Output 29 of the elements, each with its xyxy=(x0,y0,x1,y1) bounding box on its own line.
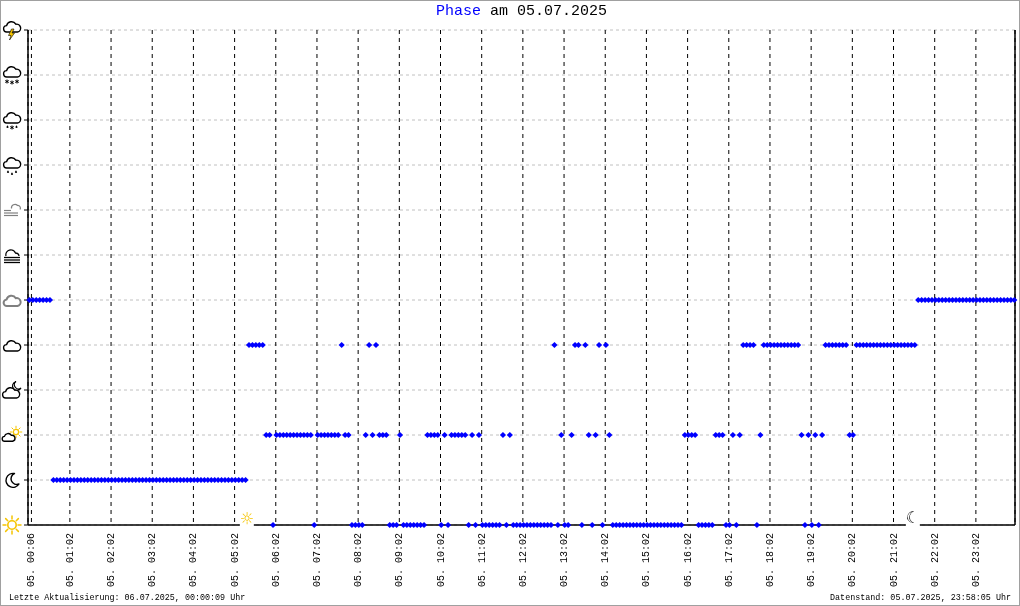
x-tick-label: 05. 05:02 xyxy=(229,533,241,588)
text: Datenstand: 05.07.2025, 23:58:05 Uhr xyxy=(830,593,1011,603)
x-tick-label: 05. 08:02 xyxy=(352,533,364,588)
annotation: ☼ xyxy=(239,509,255,528)
x-tick-label: 05. 01:02 xyxy=(64,533,76,588)
x-tick-label: 05. 14:02 xyxy=(599,533,611,588)
x-tick-label: 05. 19:02 xyxy=(805,533,817,588)
x-tick-label: 05. 09:02 xyxy=(393,533,405,588)
annotation: ☾ xyxy=(905,508,921,527)
x-tick-label: 05. 20:02 xyxy=(846,533,858,588)
x-tick-label: 05. 13:02 xyxy=(558,533,570,588)
x-tick-label: 05. 03:02 xyxy=(146,533,158,588)
x-tick-label: 05. 02:02 xyxy=(105,533,117,588)
x-tick-label: 05. 17:02 xyxy=(723,533,735,588)
x-tick-label: 05. 04:02 xyxy=(187,533,199,588)
x-tick-label: 05. 16:02 xyxy=(682,533,694,588)
x-tick-label: 05. 10:02 xyxy=(435,533,447,588)
x-tick-label: 05. 22:02 xyxy=(929,533,941,588)
text: Letzte Aktualisierung: 06.07.2025, 00:00:09 Uhr xyxy=(9,593,246,603)
x-tick-label: 05. 21:02 xyxy=(888,533,900,588)
x-tick-label: 05. 11:02 xyxy=(476,533,488,588)
x-tick-label: 05. 12:02 xyxy=(517,533,529,588)
x-tick-label: 05. 07:02 xyxy=(311,533,323,588)
chart-title: Phase am 05.07.2025 xyxy=(435,3,608,20)
x-tick-label: 05. 18:02 xyxy=(764,533,776,588)
x-tick-label: 05. 06:02 xyxy=(270,533,282,588)
x-tick-label: 05. 23:02 xyxy=(970,533,982,588)
x-tick-label: 05. 15:02 xyxy=(640,533,652,588)
x-tick-label: 05. 00:06 xyxy=(25,533,37,588)
